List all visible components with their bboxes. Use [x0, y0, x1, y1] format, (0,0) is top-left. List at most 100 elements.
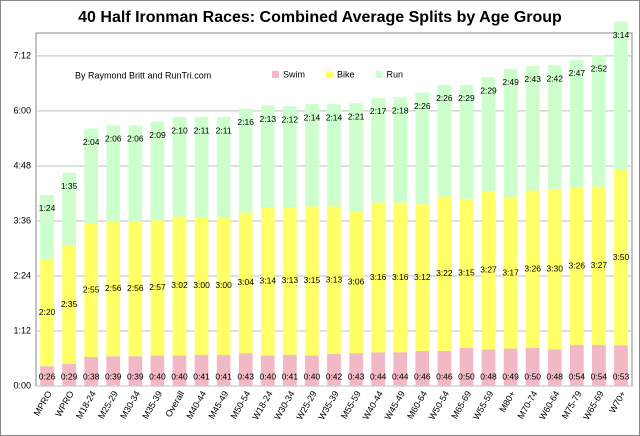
data-label: 0:50	[524, 371, 541, 381]
bar-segment	[260, 207, 275, 356]
bar-segment	[415, 204, 430, 351]
bar-segment	[547, 349, 562, 386]
bar-segment	[305, 355, 319, 386]
bar-segment	[503, 68, 518, 199]
y-tick-label: 4:48	[13, 160, 31, 170]
bar-segment	[569, 187, 584, 345]
data-label: 3:16	[392, 272, 409, 282]
data-label: 0:39	[127, 371, 144, 381]
bar-segment	[371, 202, 385, 353]
bar-segment	[525, 190, 540, 348]
data-label: 3:15	[304, 275, 321, 285]
data-label: 2:47	[569, 68, 586, 78]
bar-segment	[437, 350, 452, 386]
bar-segment	[437, 84, 452, 197]
data-label: 3:26	[524, 263, 541, 273]
data-label: 0:44	[392, 371, 409, 381]
bar-segment	[481, 349, 496, 386]
chart-title: 40 Half Ironman Races: Combined Average …	[78, 9, 562, 26]
data-label: 0:54	[569, 371, 586, 381]
bar-segment	[216, 217, 231, 355]
bar-segment	[393, 352, 408, 386]
bar-segment	[172, 216, 187, 356]
bar-segment	[128, 125, 143, 222]
bar-segment	[305, 206, 319, 356]
data-label: 3:27	[591, 260, 608, 270]
bar-segment	[459, 347, 474, 386]
y-tick-label: 0:00	[13, 380, 31, 390]
bar-segment	[592, 55, 606, 187]
data-label: 0:38	[83, 371, 100, 381]
bar-segment	[40, 366, 54, 386]
bar-segment	[260, 105, 275, 208]
data-label: 2:14	[326, 112, 343, 122]
bar-segment	[150, 355, 165, 386]
bar-segment	[150, 220, 165, 356]
bar-segment	[437, 196, 452, 351]
y-tick-label: 1:12	[13, 325, 31, 335]
bar-segment	[525, 65, 540, 191]
bar-segment	[128, 356, 143, 386]
bar-segment	[349, 353, 363, 386]
data-label: 2:21	[348, 112, 365, 122]
bar-segment	[106, 356, 121, 386]
bar-segment	[216, 117, 231, 218]
data-label: 0:40	[304, 371, 321, 381]
data-label: 3:50	[613, 252, 630, 262]
data-label: 0:29	[61, 371, 78, 381]
bar-segment	[371, 97, 385, 203]
bar-segment	[349, 103, 363, 212]
data-label: 2:55	[83, 284, 100, 294]
data-label: 2:26	[436, 93, 453, 103]
legend-label: Bike	[337, 69, 355, 79]
bar-segment	[547, 65, 562, 189]
data-label: 2:52	[591, 63, 608, 73]
data-label: 2:56	[127, 283, 144, 293]
data-label: 0:41	[193, 371, 210, 381]
bar-segment	[238, 212, 253, 354]
legend-swatch	[272, 71, 279, 78]
data-label: 2:13	[260, 114, 277, 124]
bar-segment	[238, 108, 253, 213]
data-label: 0:46	[414, 371, 431, 381]
bar-segment	[40, 194, 54, 260]
bar-segment	[106, 125, 121, 222]
data-label: 2:06	[105, 134, 122, 144]
data-label: 3:06	[348, 276, 365, 286]
bar-segment	[525, 347, 540, 386]
bar-segment	[150, 121, 165, 221]
y-tick-label: 2:24	[13, 270, 31, 280]
bar-segment	[569, 344, 584, 386]
data-label: 0:53	[613, 371, 630, 381]
bar-segment	[569, 59, 584, 188]
data-label: 3:15	[458, 268, 475, 278]
data-label: 3:13	[282, 275, 299, 285]
data-label: 2:57	[149, 282, 166, 292]
data-label: 1:35	[61, 181, 78, 191]
legend-label: Swim	[283, 69, 305, 79]
bar-segment	[327, 353, 341, 386]
y-tick-label: 3:36	[13, 215, 31, 225]
data-label: 3:04	[237, 277, 254, 287]
data-label: 3:14	[613, 30, 630, 40]
data-label: 2:11	[216, 125, 232, 135]
bar-segment	[503, 348, 518, 386]
data-label: 0:41	[282, 371, 299, 381]
bar-segment	[194, 217, 209, 355]
bar-segment	[481, 77, 496, 192]
bar-segment	[459, 84, 474, 199]
bar-segment	[371, 352, 385, 386]
bar-segment	[283, 354, 297, 386]
bar-segment	[40, 259, 54, 367]
bar-segment	[503, 198, 518, 349]
bar-segment	[547, 188, 562, 350]
data-label: 3:30	[546, 263, 563, 273]
bar-segment	[481, 191, 496, 350]
data-label: 2:17	[370, 106, 387, 116]
data-label: 0:46	[436, 371, 453, 381]
bar-segment	[128, 221, 143, 357]
data-label: 2:56	[105, 283, 122, 293]
data-label: 3:16	[370, 272, 387, 282]
data-label: 2:35	[61, 299, 78, 309]
